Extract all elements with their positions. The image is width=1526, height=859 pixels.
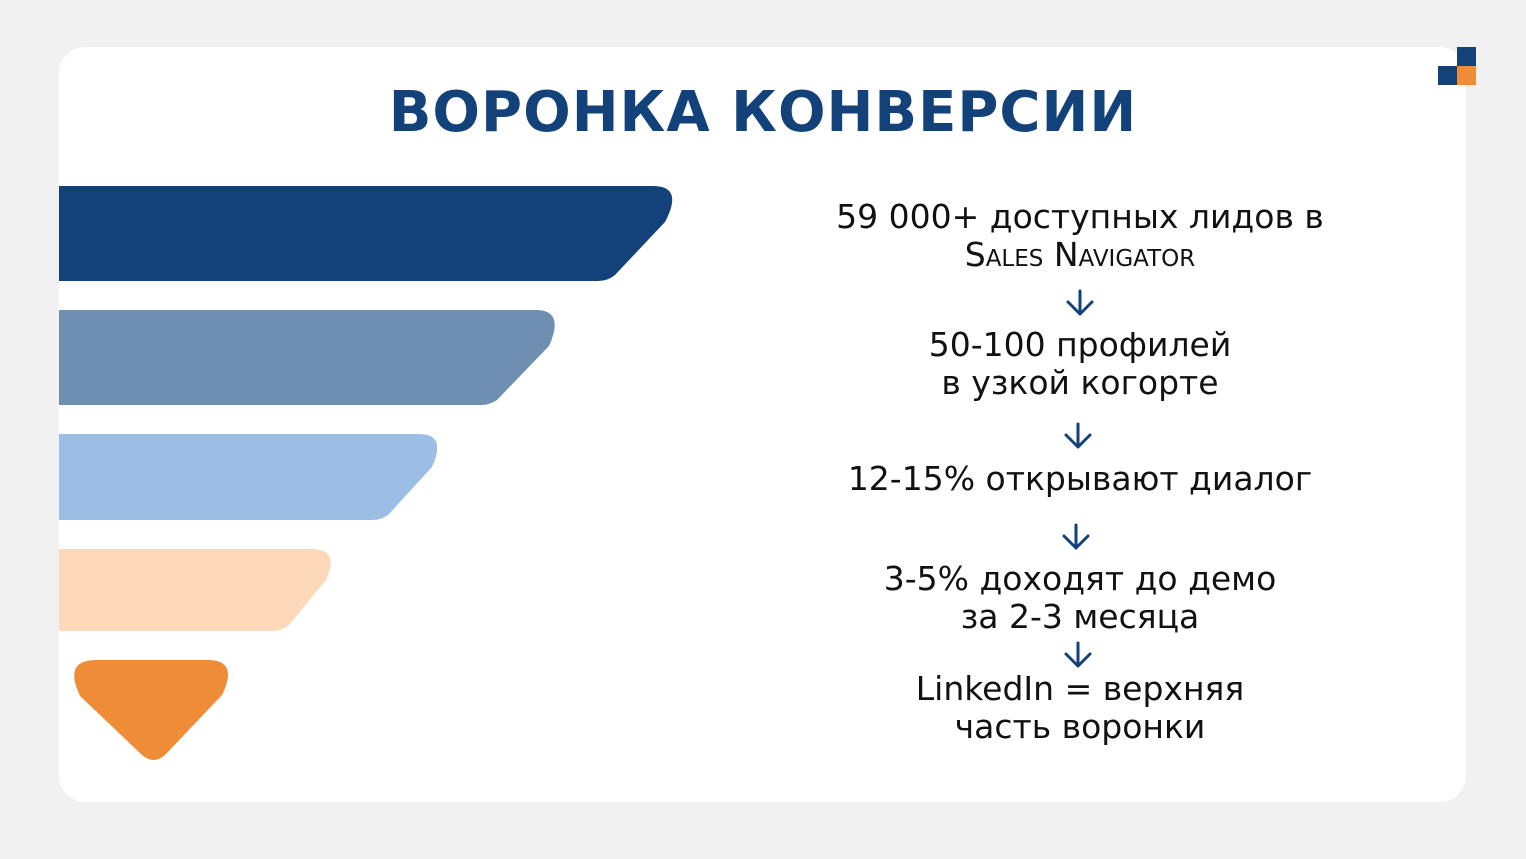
funnel-steps: 59 000+ доступных лидов в Sales Navigato…	[780, 0, 1380, 859]
arrow-down-icon	[1062, 523, 1090, 550]
brand-logo-icon	[1438, 47, 1476, 85]
funnel-stage-1	[59, 186, 673, 281]
step-4-text: 3-5% доходят до демо за 2-3 месяца	[780, 560, 1380, 636]
funnel-stage-3	[59, 434, 438, 520]
arrow-down-icon	[1064, 422, 1092, 449]
funnel-diagram	[59, 186, 673, 760]
funnel-stage-4	[59, 549, 331, 631]
funnel-stage-2	[59, 310, 555, 405]
step-1-text: 59 000+ доступных лидов в Sales Navigato…	[780, 198, 1380, 274]
step-1-line-2: Sales Navigator	[964, 235, 1196, 274]
slide-card	[59, 47, 1466, 802]
step-2-text: 50-100 профилей в узкой когорте	[780, 326, 1380, 402]
step-3-text: 12-15% открывают диалог	[780, 460, 1380, 498]
arrow-down-icon	[1064, 641, 1092, 668]
funnel-stage-5	[74, 660, 229, 760]
logo-square-orange	[1457, 66, 1476, 85]
step-4-line-1: 3-5% доходят до демо	[883, 559, 1277, 598]
logo-square-left	[1438, 66, 1457, 85]
step-5-line-1: LinkedIn = верхняя	[915, 669, 1245, 708]
step-4-line-2: за 2-3 месяца	[960, 597, 1200, 636]
step-1-line-1: 59 000+ доступных лидов в	[836, 197, 1324, 236]
step-2-line-2: в узкой когорте	[941, 363, 1219, 402]
step-2-line-1: 50-100 профилей	[928, 325, 1232, 364]
arrow-down-icon	[1066, 289, 1094, 316]
logo-square-top	[1457, 47, 1476, 66]
step-5-text: LinkedIn = верхняя часть воронки	[780, 670, 1380, 746]
step-5-line-2: часть воронки	[954, 707, 1206, 746]
page-title: ВОРОНКА КОНВЕРСИИ	[388, 80, 1138, 145]
step-3-line-1: 12-15% открывают диалог	[847, 459, 1313, 498]
